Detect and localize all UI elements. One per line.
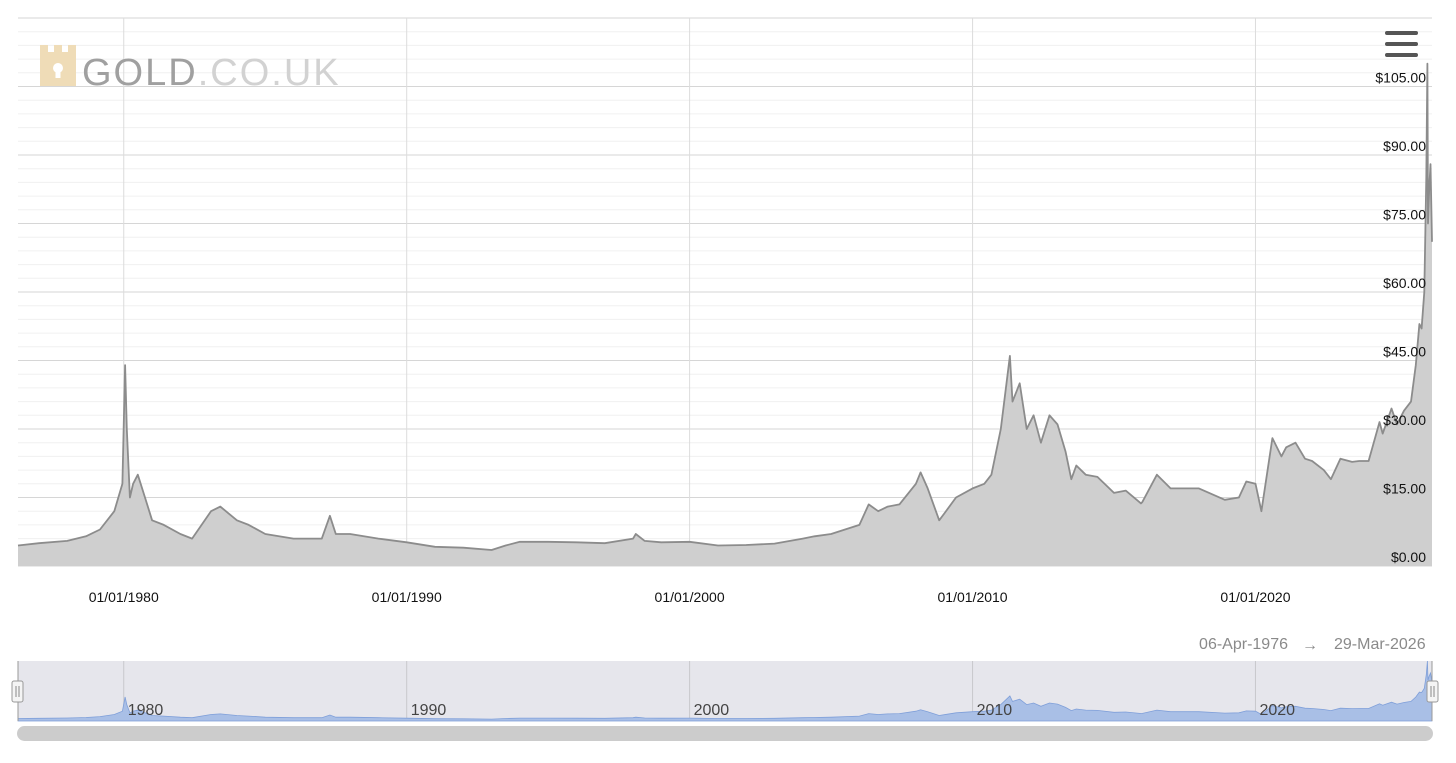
- y-tick-label: $45.00: [1383, 344, 1426, 360]
- y-tick-label: $15.00: [1383, 481, 1426, 497]
- y-tick-label: $75.00: [1383, 207, 1426, 223]
- hamburger-menu-icon[interactable]: [1378, 26, 1424, 62]
- minor-gridlines: [18, 31, 1432, 553]
- range-from-date: 06-Apr-1976: [1199, 636, 1288, 653]
- logo-text-gold: GOLD: [82, 52, 198, 94]
- y-tick-label: $105.00: [1375, 70, 1426, 86]
- navigator-scrollbar[interactable]: [17, 726, 1433, 741]
- y-tick-label: $0.00: [1391, 549, 1426, 565]
- gold-co-uk-logo: GOLD.CO.UK: [40, 45, 341, 94]
- price-line: [17, 62, 1433, 551]
- navigator-left-handle[interactable]: [11, 680, 24, 703]
- navigator-right-handle[interactable]: [1426, 680, 1439, 703]
- range-arrow-icon: →: [1302, 637, 1318, 654]
- range-to-date: 29-Mar-2026: [1334, 636, 1426, 653]
- x-tick-label: 01/01/2000: [655, 589, 725, 605]
- castle-logo-icon: [40, 45, 76, 86]
- navigator-year-label: 2020: [1259, 702, 1295, 719]
- y-tick-label: $90.00: [1383, 138, 1426, 154]
- y-tick-label: $30.00: [1383, 412, 1426, 428]
- svg-text:GOLD.CO.UK: GOLD.CO.UK: [82, 52, 341, 94]
- x-tick-label: 01/01/1990: [372, 589, 442, 605]
- navigator-year-label: 2010: [977, 702, 1013, 719]
- price-area-fill: [18, 63, 1432, 566]
- x-tick-label: 01/01/2020: [1220, 589, 1290, 605]
- navigator-year-label: 1990: [411, 702, 447, 719]
- x-tick-label: 01/01/2010: [938, 589, 1008, 605]
- navigator-year-labels: 1980 1990 2000 2010 2020: [128, 702, 1295, 719]
- x-axis-labels: 01/01/1980 01/01/1990 01/01/2000 01/01/2010…: [89, 589, 1291, 605]
- navigator-year-label: 1980: [128, 702, 164, 719]
- navigator-series-area: [17, 660, 1433, 722]
- navigator-background[interactable]: [18, 661, 1432, 721]
- navigator-gridlines: [123, 661, 1256, 721]
- date-range-display: 06-Apr-1976 → 29-Mar-2026: [1199, 636, 1426, 654]
- navigator[interactable]: 1980 1990 2000 2010 2020: [11, 660, 1439, 722]
- x-tick-label: 01/01/1980: [89, 589, 159, 605]
- y-axis-labels: $0.00 $15.00 $30.00 $45.00 $60.00 $75.00 $90.0…: [1375, 70, 1426, 566]
- navigator-year-label: 2000: [694, 702, 730, 719]
- y-tick-label: $60.00: [1383, 275, 1426, 291]
- logo-text-domain: .CO.UK: [198, 52, 341, 94]
